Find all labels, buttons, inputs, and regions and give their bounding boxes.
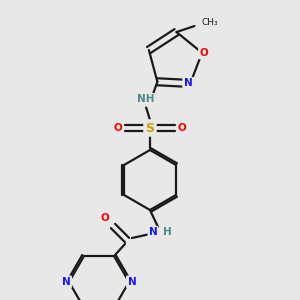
Text: N: N [148, 227, 158, 237]
Text: N: N [138, 95, 146, 105]
Text: H: H [146, 95, 154, 105]
Text: H: H [163, 227, 171, 237]
Text: O: O [114, 123, 122, 133]
Text: N: N [128, 277, 136, 287]
Text: N: N [184, 79, 193, 88]
Text: O: O [200, 48, 208, 58]
Text: N: N [61, 277, 70, 287]
Text: S: S [146, 122, 154, 134]
Text: O: O [178, 123, 186, 133]
Text: CH₃: CH₃ [202, 17, 218, 26]
Text: NH: NH [137, 94, 155, 104]
Text: O: O [100, 213, 109, 223]
